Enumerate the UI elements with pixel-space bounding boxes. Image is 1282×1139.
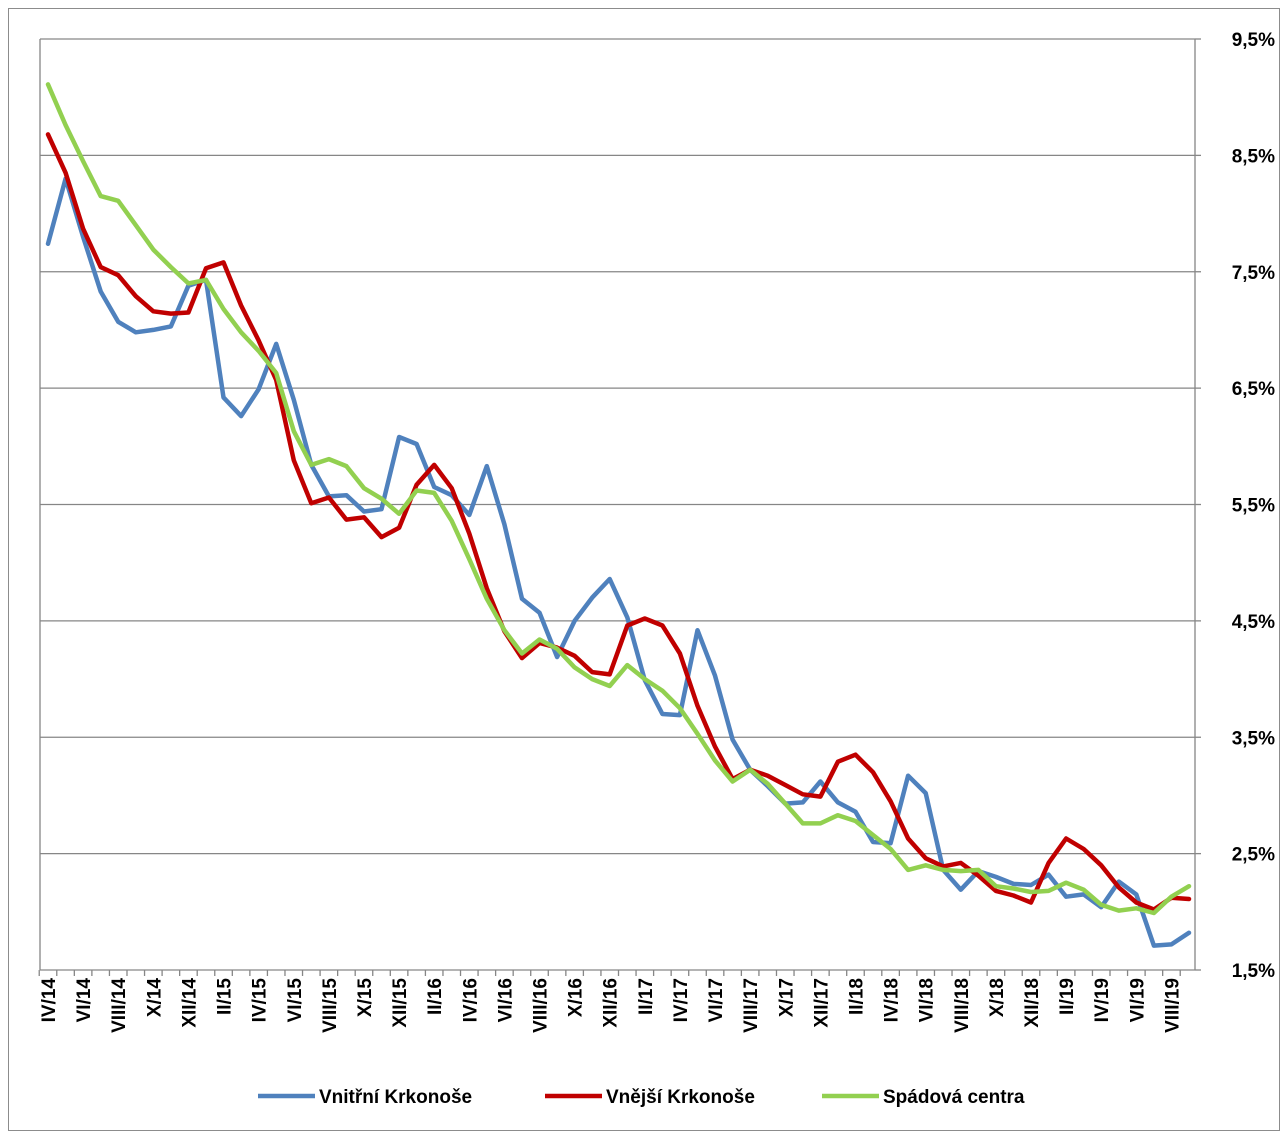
y-tick-label: 9,5% [1232,30,1275,51]
x-tick-label: IV/18 [882,978,903,1022]
x-tick-label: II/18 [846,978,867,1015]
legend-label: Vnitřní Krkonoše [319,1087,472,1108]
x-tick-label: VIII/17 [741,978,762,1033]
x-tick-label: IV/17 [671,978,692,1022]
axes [38,38,1201,976]
x-tick-label: XII/18 [1022,978,1043,1028]
gridlines [40,38,1195,971]
x-tick-label: X/17 [776,978,797,1017]
x-tick-label: X/15 [355,978,376,1018]
x-tick-label: VIII/15 [320,978,341,1033]
x-tick-label: IV/16 [460,978,481,1022]
y-tick-label: 5,5% [1232,496,1275,517]
y-tick-label: 8,5% [1232,146,1275,167]
x-tick-label: VI/15 [285,978,306,1023]
x-tick-label: XII/17 [811,978,832,1028]
x-tick-label: VI/17 [706,978,727,1022]
x-tick-label: VIII/18 [952,978,973,1033]
x-tick-label: XII/14 [179,978,200,1028]
x-tick-label: VIII/16 [531,978,552,1033]
series-lines [45,82,1192,948]
legend: Vnitřní Krkonoše Vnější Krkonoše Spádová c… [258,1087,1025,1108]
x-tick-labels: IV/14 VI/14 VIII/14 X/14 XII/14 II/15 IV/15 VI/… [39,978,1183,1033]
x-tick-label: X/18 [987,978,1008,1017]
x-tick-label: VI/16 [495,978,516,1022]
x-tick-label: II/17 [636,978,657,1015]
y-tick-labels: 1,5% 2,5% 3,5% 4,5% 5,5% 6,5% 7,5% 8,5% 9,5% [1232,30,1275,982]
y-tick-label: 1,5% [1232,961,1275,982]
x-tick-label: VI/19 [1127,978,1148,1022]
x-tick-label: VIII/14 [109,978,130,1033]
x-tick-label: VI/14 [74,978,95,1023]
x-tick-label: II/16 [425,978,446,1015]
y-tick-label: 3,5% [1232,728,1275,749]
x-tick-label: II/15 [215,978,236,1015]
y-tick-label: 7,5% [1232,263,1275,284]
legend-label: Spádová centra [883,1087,1025,1108]
y-tick-label: 6,5% [1232,379,1275,400]
chart-frame [8,8,1280,1131]
y-tick-label: 4,5% [1232,612,1275,633]
x-tick-label: IV/19 [1092,978,1113,1022]
x-tick-label: XII/15 [390,978,411,1028]
x-tick-label: X/14 [144,978,165,1018]
x-tick-label: X/16 [566,978,587,1017]
series-line [45,132,1192,912]
x-tick-label: II/19 [1057,978,1078,1015]
series-line [45,82,1192,916]
x-tick-label: IV/15 [250,978,271,1023]
x-tick-label: VI/18 [917,978,938,1022]
series-line [45,176,1192,948]
x-tick-label: IV/14 [39,978,60,1023]
x-tick-label: VIII/19 [1162,978,1183,1033]
y-tick-label: 2,5% [1232,845,1275,866]
x-tick-label: XII/16 [601,978,622,1028]
legend-label: Vnější Krkonoše [606,1087,755,1108]
